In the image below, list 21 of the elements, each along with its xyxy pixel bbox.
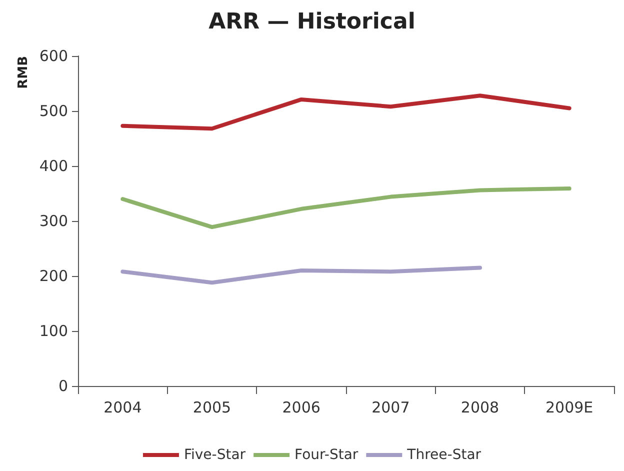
x-tick-label: 2005 (192, 398, 232, 416)
y-tick-label: 200 (39, 267, 68, 285)
y-tick-label: 600 (39, 47, 68, 65)
y-tick-label: 400 (39, 157, 68, 175)
y-tick-label: 300 (39, 212, 68, 230)
line-series (120, 266, 482, 285)
x-tick-label: 2007 (372, 398, 410, 416)
line-series (120, 94, 572, 131)
y-tick-label: 500 (39, 102, 68, 120)
x-tick-label: 2004 (104, 398, 142, 416)
y-axis-title: RMB (16, 56, 31, 89)
x-tick-label: 2006 (282, 398, 320, 416)
legend-label: Four-Star (294, 447, 358, 463)
legend-label: Five-Star (184, 447, 246, 463)
y-tick-label: 0 (58, 377, 68, 395)
x-tick-label: 2009E (546, 398, 594, 416)
line-series (120, 186, 572, 230)
y-tick-label: 100 (39, 322, 68, 340)
legend-label: Three-Star (406, 447, 482, 463)
chart-title: ARR — Historical (208, 10, 416, 34)
x-tick-label: 2008 (460, 398, 500, 416)
